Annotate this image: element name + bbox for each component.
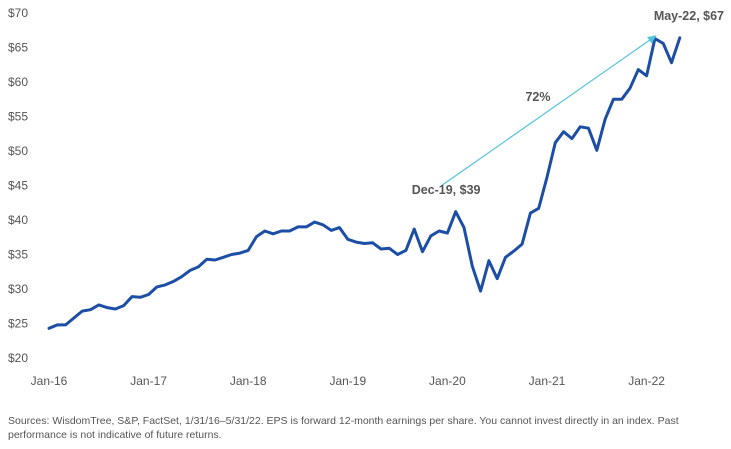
y-tick-label: $65 xyxy=(8,41,28,55)
eps-series-line xyxy=(47,36,682,330)
eps-line-chart: $20 $25 $30 $35 $40 $45 $50 $55 $60 $65 $70 Jan-16… xyxy=(8,6,724,388)
y-tick-label: $60 xyxy=(8,75,28,89)
annotation-growth-percent: 72% xyxy=(525,90,550,104)
x-tick-label: Jan-18 xyxy=(230,374,267,388)
growth-arrow xyxy=(440,35,657,187)
y-tick-label: $20 xyxy=(8,351,28,365)
x-tick-label: Jan-16 xyxy=(31,374,68,388)
y-tick-label: $45 xyxy=(8,179,28,193)
footnote-line-1: Sources: WisdomTree, S&P, FactSet, 1/31/… xyxy=(8,415,679,427)
y-tick-label: $50 xyxy=(8,144,28,158)
x-tick-label: Jan-20 xyxy=(429,374,466,388)
footnote-line-2: performance is not indicative of future … xyxy=(8,429,222,441)
annotation-dec-19: Dec-19, $39 xyxy=(412,183,481,197)
y-tick-label: $70 xyxy=(8,6,28,20)
y-tick-label: $25 xyxy=(8,317,28,331)
annotation-may-22: May-22, $67 xyxy=(654,9,724,23)
y-tick-label: $55 xyxy=(8,110,28,124)
x-tick-label: Jan-19 xyxy=(329,374,366,388)
footnote: Sources: WisdomTree, S&P, FactSet, 1/31/… xyxy=(8,414,723,442)
x-tick-label: Jan-22 xyxy=(628,374,665,388)
y-tick-label: $40 xyxy=(8,213,28,227)
x-tick-label: Jan-21 xyxy=(529,374,566,388)
y-tick-label: $35 xyxy=(8,248,28,262)
x-tick-label: Jan-17 xyxy=(130,374,167,388)
y-tick-label: $30 xyxy=(8,282,28,296)
